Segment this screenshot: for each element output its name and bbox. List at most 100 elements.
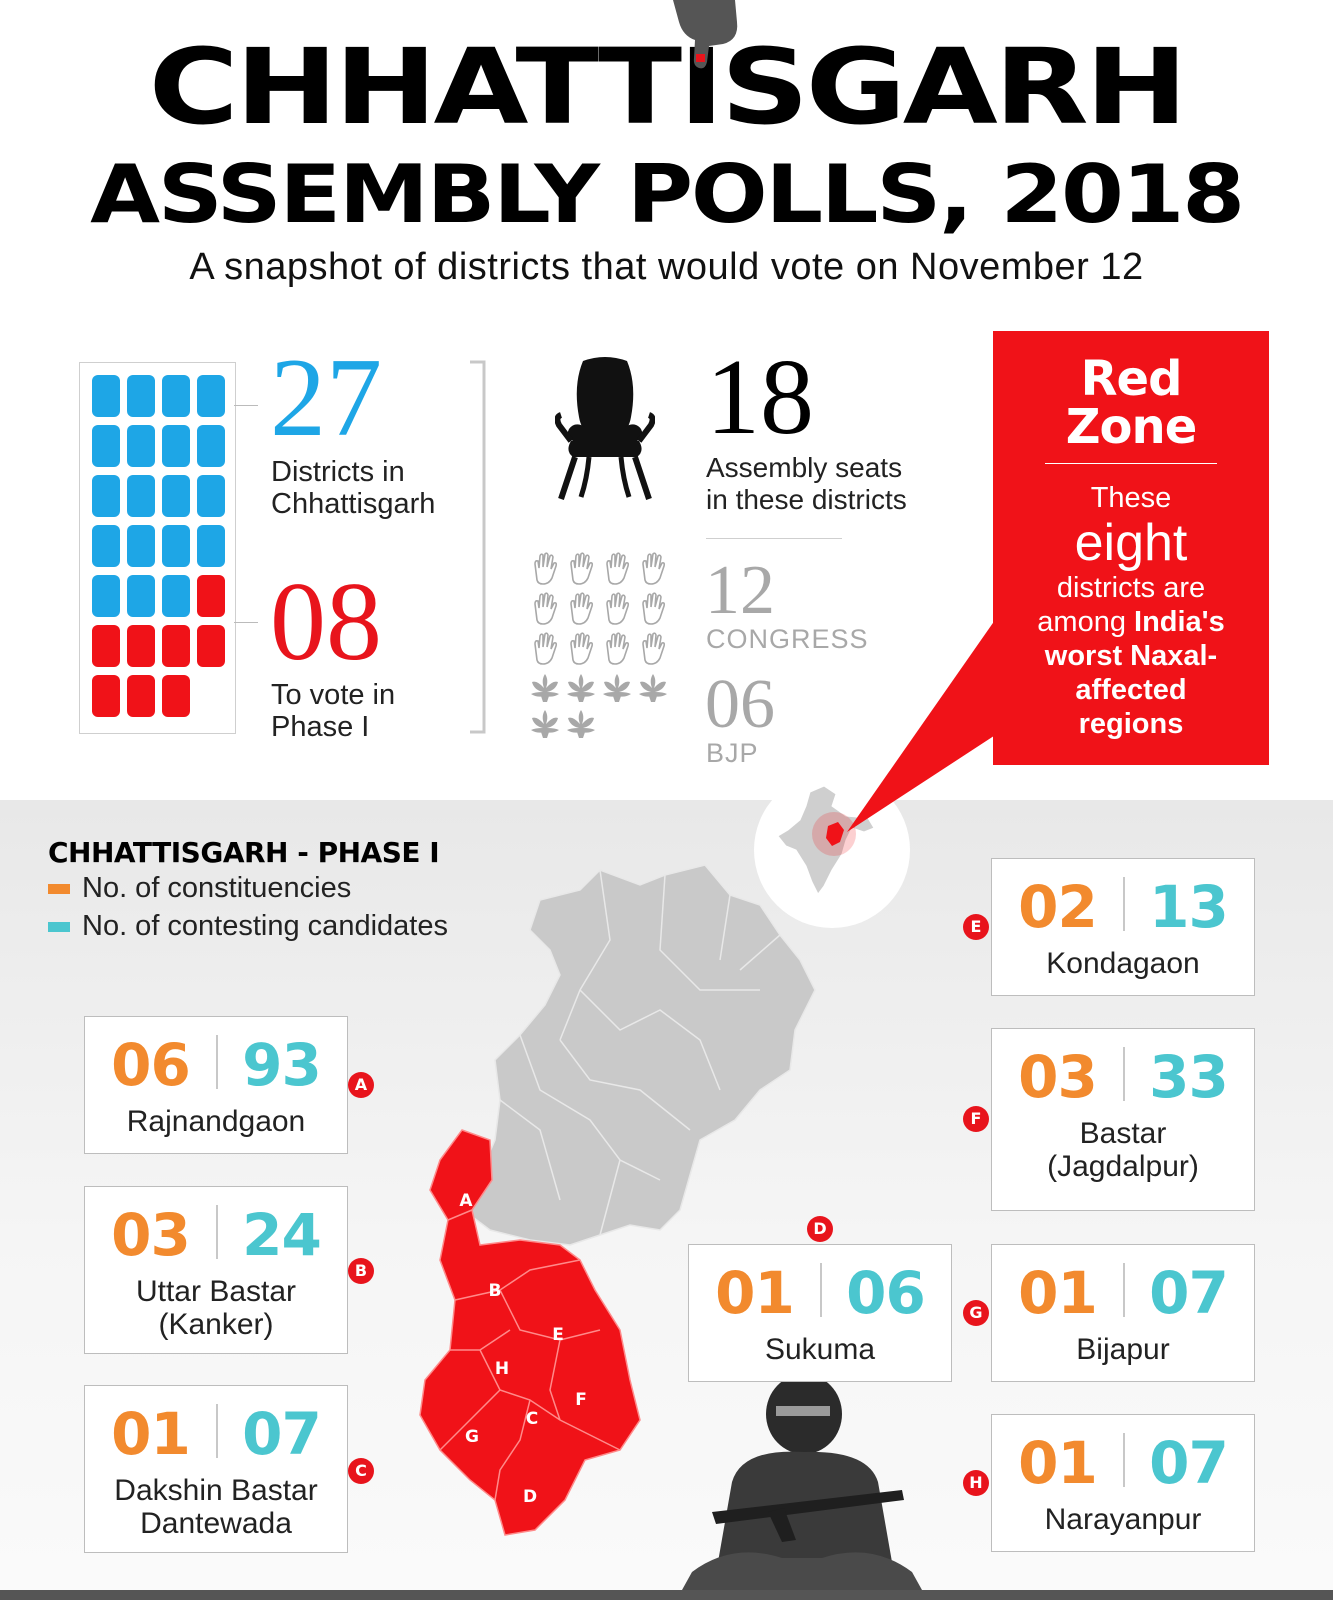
title-line-2: ASSEMBLY POLLS, 2018 xyxy=(90,148,1245,241)
orange-swatch xyxy=(48,884,70,895)
candidates-count: 07 xyxy=(1149,1429,1229,1497)
footer-bar xyxy=(0,1590,1333,1600)
teal-swatch xyxy=(48,922,70,933)
district-name: Kondagaon xyxy=(1046,947,1200,980)
red-zone-box: Red Zone These eight districts are among… xyxy=(993,331,1269,765)
district-card-c: 01 07 Dakshin Bastar Dantewada xyxy=(84,1385,348,1553)
map-label-d: D xyxy=(523,1487,537,1507)
district-block xyxy=(127,525,155,567)
district-badge-e: E xyxy=(963,914,989,940)
constituencies-count: 01 xyxy=(1018,1259,1098,1327)
party-seat-icons xyxy=(531,552,667,738)
districts-total-label: Districts in Chhattisgarh xyxy=(271,456,436,520)
map-label-a: A xyxy=(459,1191,473,1211)
grid-connector-line xyxy=(234,405,258,406)
hand-icon xyxy=(570,552,594,585)
card-divider xyxy=(216,1404,218,1458)
district-card-f: 03 33 Bastar (Jagdalpur) xyxy=(991,1028,1255,1211)
seats-divider xyxy=(706,538,842,539)
district-name: Rajnandgaon xyxy=(126,1105,306,1138)
district-name-line-2: (Kanker) xyxy=(158,1308,274,1341)
district-card-h: 01 07 Narayanpur xyxy=(991,1414,1255,1552)
map-label-c: C xyxy=(526,1409,538,1429)
card-divider xyxy=(1123,1047,1125,1101)
district-card-e: 02 13 Kondagaon xyxy=(991,858,1255,996)
hand-icon xyxy=(534,592,558,625)
hand-icon xyxy=(642,552,666,585)
district-block xyxy=(162,675,190,717)
lotus-icon xyxy=(531,710,559,738)
card-divider xyxy=(216,1205,218,1259)
district-block xyxy=(162,575,190,617)
bjp-label: BJP xyxy=(706,738,759,768)
districts-phase1-label: To vote in Phase I xyxy=(271,679,396,743)
lotus-icon xyxy=(531,674,559,702)
hand-icon xyxy=(606,632,630,665)
map-label-f: F xyxy=(575,1390,587,1410)
hand-icon xyxy=(642,592,666,625)
candidates-count: 07 xyxy=(242,1400,322,1468)
district-block xyxy=(197,625,225,667)
subtitle: A snapshot of districts that would vote … xyxy=(189,246,1144,288)
district-block xyxy=(197,375,225,417)
district-block xyxy=(127,475,155,517)
district-block xyxy=(162,375,190,417)
district-badge-a: A xyxy=(348,1072,374,1098)
district-card-b: 03 24 Uttar Bastar (Kanker) xyxy=(84,1186,348,1354)
chair-icon xyxy=(555,357,655,500)
district-card-d: 01 06 Sukuma xyxy=(688,1244,952,1382)
district-name: Bijapur xyxy=(1076,1333,1170,1366)
district-block xyxy=(92,375,120,417)
constituencies-count: 03 xyxy=(1018,1043,1098,1111)
district-badge-c: C xyxy=(348,1458,374,1484)
red-zone-title: Red Zone xyxy=(1065,351,1198,455)
district-block xyxy=(92,625,120,667)
lotus-icon xyxy=(603,674,631,702)
district-name: Narayanpur xyxy=(1044,1503,1202,1536)
district-block xyxy=(162,475,190,517)
district-block xyxy=(197,425,225,467)
constituencies-count: 01 xyxy=(715,1259,795,1327)
chhattisgarh-map: A B C D E F G H xyxy=(419,864,816,1536)
district-block xyxy=(92,525,120,567)
lotus-icon xyxy=(567,674,595,702)
district-badge-h: H xyxy=(963,1470,989,1496)
card-divider xyxy=(1123,1263,1125,1317)
district-name-line-2: Dantewada xyxy=(140,1507,292,1540)
constituencies-count: 01 xyxy=(1018,1429,1098,1497)
hand-icon xyxy=(606,552,630,585)
districts-total-number: 27 xyxy=(270,336,382,460)
red-zone-text: These eight districts are among India's … xyxy=(1037,482,1225,740)
district-block xyxy=(197,475,225,517)
district-badge-d: D xyxy=(807,1216,833,1242)
district-block xyxy=(127,425,155,467)
card-divider xyxy=(216,1035,218,1089)
constituencies-count: 03 xyxy=(111,1201,191,1269)
districts-phase1-number: 08 xyxy=(270,560,382,684)
districts-grid-frame xyxy=(79,362,236,734)
district-block xyxy=(127,675,155,717)
district-name: Sukuma xyxy=(764,1333,876,1366)
legend-candidates: No. of contesting candidates xyxy=(48,910,448,943)
district-block xyxy=(127,375,155,417)
district-name: Bastar xyxy=(1079,1117,1167,1150)
constituencies-count: 06 xyxy=(111,1031,191,1099)
district-block xyxy=(92,475,120,517)
inked-finger-icon xyxy=(673,0,738,69)
district-name: Dakshin Bastar xyxy=(114,1474,318,1507)
red-zone-callout-pointer xyxy=(847,620,1003,832)
legend-constituencies: No. of constituencies xyxy=(48,872,351,905)
constituencies-count: 02 xyxy=(1018,873,1098,941)
district-card-g: 01 07 Bijapur xyxy=(991,1244,1255,1382)
constituencies-count: 01 xyxy=(111,1400,191,1468)
lotus-icon xyxy=(567,710,595,738)
hand-icon xyxy=(570,632,594,665)
district-name: Uttar Bastar xyxy=(135,1275,297,1308)
candidates-count: 24 xyxy=(242,1201,322,1269)
district-block xyxy=(162,425,190,467)
lotus-icon xyxy=(639,674,667,702)
bjp-seats-number: 06 xyxy=(705,666,775,743)
candidates-count: 07 xyxy=(1149,1259,1229,1327)
district-block xyxy=(92,575,120,617)
congress-seats-number: 12 xyxy=(705,552,775,629)
